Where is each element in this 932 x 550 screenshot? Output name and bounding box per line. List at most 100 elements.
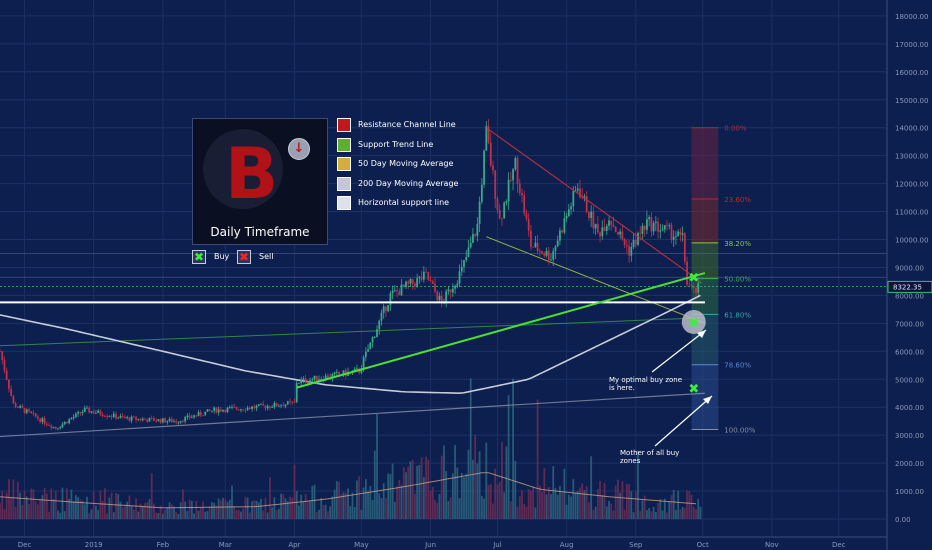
volume-bar: [106, 513, 108, 519]
volume-bar: [246, 497, 249, 519]
volume-bar: [541, 492, 543, 519]
volume-bar: [360, 509, 363, 519]
volume-bar: [543, 468, 546, 519]
candle-body: [605, 225, 608, 231]
candle-body: [697, 282, 700, 293]
ma200-line: [0, 294, 701, 394]
bitcoin-icon: B: [203, 129, 283, 209]
volume-bar: [385, 497, 387, 519]
buy-label: Buy: [214, 252, 230, 261]
candle-body: [135, 416, 137, 420]
volume-bar: [148, 499, 151, 519]
volume-bar: [420, 457, 423, 519]
candle-body: [391, 290, 394, 294]
volume-bar: [480, 495, 483, 519]
candle-body: [683, 233, 686, 262]
volume-bar: [193, 513, 195, 519]
volume-bar: [92, 491, 95, 519]
volume-bar: [242, 508, 245, 519]
volume-bar: [282, 494, 285, 519]
candle-body: [101, 414, 104, 417]
candle-body: [124, 416, 126, 419]
candle-body: [286, 401, 289, 405]
volume-bar: [333, 489, 336, 519]
candle-body: [550, 259, 552, 261]
candle-body: [269, 406, 271, 408]
volume-bar: [659, 499, 662, 519]
volume-bar: [179, 502, 182, 519]
candle-body: [440, 295, 443, 303]
volume-bar: [688, 491, 691, 519]
volume-bar: [74, 495, 77, 519]
candle-body: [280, 405, 282, 407]
annotation-arrow: [654, 395, 713, 447]
candle-body: [565, 215, 568, 219]
volume-bar: [309, 500, 311, 519]
volume-bar: [115, 493, 117, 519]
volume-bar: [686, 490, 688, 519]
candle-body: [646, 219, 648, 230]
volume-bar: [99, 490, 102, 519]
candle-body: [320, 379, 323, 380]
volume-bar: [398, 479, 401, 519]
volume-bar: [108, 497, 111, 519]
volume-bar: [41, 495, 44, 519]
candle-body: [576, 188, 579, 191]
volume-bar: [5, 492, 8, 519]
volume-bar: [68, 498, 71, 519]
candle-body: [115, 413, 117, 419]
volume-bar: [358, 476, 361, 519]
y-tick-label: 14000.00: [895, 125, 928, 133]
candle-body: [8, 379, 10, 389]
volume-bar: [231, 485, 233, 519]
volume-bar: [369, 485, 372, 519]
candle-body: [449, 289, 452, 293]
candle-body: [202, 415, 204, 417]
timeframe-panel: B ↓ Daily Timeframe: [192, 118, 328, 245]
volume-bar: [416, 465, 419, 519]
candle-body: [420, 276, 423, 280]
candle-body: [309, 380, 311, 383]
candle-body: [66, 421, 68, 424]
y-tick-label: 0.00: [895, 516, 911, 524]
candle-body: [532, 246, 535, 248]
legend-swatch: [337, 196, 351, 210]
volume-bar: [184, 501, 187, 519]
candle-body: [567, 209, 570, 216]
candle-body: [364, 351, 367, 358]
candle-body: [195, 415, 198, 417]
volume-bar: [527, 489, 530, 519]
candle-body: [5, 370, 8, 380]
volume-bar: [144, 503, 146, 519]
candle-body: [159, 419, 162, 423]
candle-body: [302, 378, 305, 380]
volume-bar: [19, 492, 21, 519]
volume-bar: [601, 495, 604, 519]
candle-body: [95, 412, 97, 414]
volume-bar: [445, 471, 448, 519]
candle-body: [572, 191, 575, 207]
candle-body: [523, 195, 526, 214]
candle-body: [318, 379, 320, 382]
legend-swatch: [337, 118, 351, 132]
candle-body: [570, 206, 572, 210]
volume-bar: [438, 494, 441, 519]
candle-body: [485, 126, 488, 151]
candle-body: [137, 418, 140, 420]
y-tick-label: 9000.00: [895, 264, 924, 272]
volume-bar: [654, 512, 657, 519]
volume-bar: [269, 477, 271, 519]
volume-bar: [329, 506, 332, 519]
volume-bar: [70, 489, 73, 519]
candles: [0, 119, 702, 431]
volume-bar: [12, 479, 15, 519]
candle-body: [70, 418, 73, 420]
candle-body: [43, 418, 46, 424]
volume-bar: [362, 487, 365, 519]
channel-lower-line: [486, 236, 706, 324]
volume-bar: [226, 501, 229, 519]
candle-body: [657, 221, 659, 232]
candle-body: [654, 221, 657, 223]
candle-body: [253, 406, 256, 409]
